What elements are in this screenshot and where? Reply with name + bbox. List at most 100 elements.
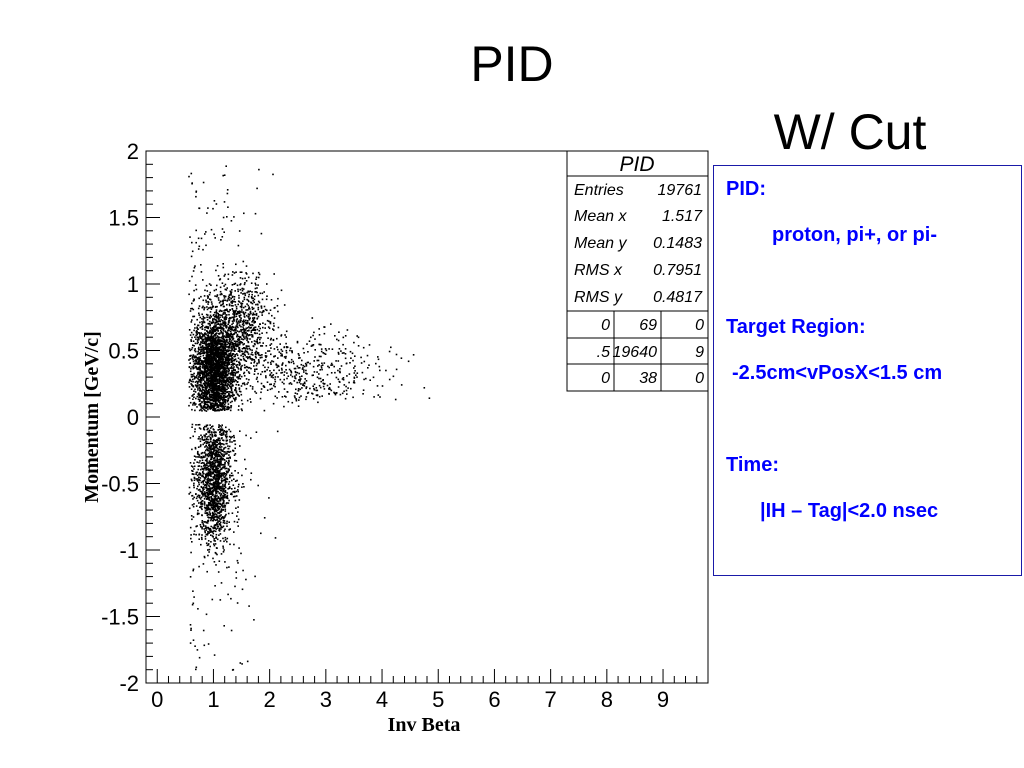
scatter-point [204, 454, 207, 457]
scatter-point [203, 465, 205, 467]
scatter-point [221, 310, 223, 312]
scatter-point [232, 364, 234, 366]
scatter-point [222, 483, 224, 486]
scatter-point [281, 369, 283, 371]
scatter-point [206, 316, 208, 319]
scatter-point [213, 432, 216, 434]
scatter-point [226, 388, 228, 391]
scatter-point [198, 456, 201, 458]
scatter-point [220, 456, 223, 459]
scatter-point [275, 372, 278, 375]
scatter-point [305, 380, 308, 382]
scatter-point [213, 543, 215, 545]
scatter-point [229, 338, 232, 340]
scatter-point [204, 535, 207, 538]
scatter-point [219, 386, 221, 389]
scatter-point [208, 322, 211, 325]
scatter-point [197, 350, 199, 353]
scatter-point [269, 383, 271, 386]
scatter-point [212, 327, 214, 329]
scatter-point [212, 502, 215, 504]
scatter-point [217, 467, 219, 470]
scatter-point [270, 343, 273, 345]
scatter-point [212, 407, 215, 410]
scatter-point [319, 386, 322, 389]
scatter-point [312, 398, 315, 400]
scatter-point [236, 284, 239, 287]
scatter-point [214, 499, 217, 501]
scatter-point [228, 347, 231, 349]
scatter-point [239, 283, 242, 285]
scatter-point [224, 453, 227, 455]
scatter-point [231, 308, 234, 311]
scatter-point [231, 284, 234, 286]
scatter-point [316, 376, 319, 379]
scatter-point [284, 357, 287, 359]
scatter-point [243, 330, 245, 333]
scatter-point [231, 329, 233, 331]
scatter-point [210, 376, 212, 379]
scatter-point [206, 428, 208, 431]
scatter-point [231, 357, 233, 359]
scatter-point [230, 367, 233, 369]
scatter-point [207, 335, 210, 338]
scatter-point [228, 304, 231, 307]
scatter-point [268, 350, 271, 352]
scatter-point [299, 376, 301, 378]
scatter-point [390, 346, 392, 349]
scatter-point [325, 349, 328, 352]
scatter-point [354, 355, 356, 357]
scatter-point [214, 401, 217, 404]
scatter-point [303, 381, 306, 384]
scatter-point [225, 318, 227, 320]
scatter-point [282, 362, 284, 364]
scatter-point [210, 334, 213, 336]
scatter-point [217, 348, 219, 351]
scatter-point [219, 290, 222, 293]
scatter-point [222, 505, 224, 507]
scatter-point [231, 343, 233, 346]
scatter-point [218, 381, 220, 383]
scatter-point [216, 455, 219, 458]
scatter-point [214, 530, 217, 533]
scatter-point [248, 345, 250, 348]
scatter-point [218, 336, 220, 339]
scatter-point [207, 325, 209, 328]
scatter-point [210, 337, 213, 340]
scatter-point [224, 465, 226, 468]
scatter-point [294, 377, 297, 380]
scatter-point [200, 485, 203, 488]
scatter-point [208, 469, 211, 471]
scatter-point [211, 343, 213, 345]
scatter-point [229, 439, 231, 441]
scatter-point [209, 446, 212, 449]
scatter-point [199, 468, 202, 471]
scatter-point [290, 361, 293, 364]
scatter-point [210, 370, 212, 372]
scatter-point [296, 381, 298, 384]
scatter-point [311, 344, 314, 347]
scatter-point [224, 479, 227, 482]
scatter-point [219, 368, 222, 370]
scatter-point [216, 372, 218, 375]
scatter-point [201, 318, 203, 320]
scatter-point [237, 288, 239, 291]
scatter-point [256, 287, 258, 289]
scatter-point [224, 336, 227, 339]
scatter-point [213, 511, 216, 513]
scatter-point [218, 520, 221, 523]
scatter-point [221, 458, 224, 461]
scatter-point [210, 437, 212, 440]
scatter-point [209, 408, 212, 410]
scatter-point [305, 365, 308, 367]
scatter-point [224, 330, 226, 332]
scatter-point [291, 351, 293, 354]
scatter-point [220, 328, 223, 330]
scatter-point [213, 530, 215, 532]
scatter-point [239, 343, 241, 346]
scatter-point [223, 408, 225, 410]
scatter-point [221, 485, 224, 487]
scatter-point [207, 314, 209, 316]
scatter-point [231, 341, 234, 344]
scatter-point [209, 528, 212, 531]
